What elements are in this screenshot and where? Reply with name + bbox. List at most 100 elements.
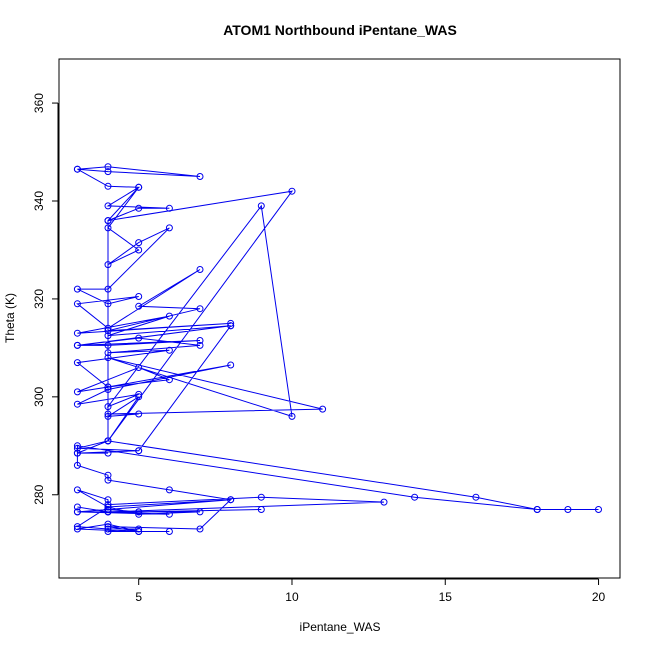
data-point bbox=[472, 493, 480, 501]
chart-title: ATOM1 Northbound iPentane_WAS bbox=[223, 22, 457, 38]
data-point bbox=[135, 447, 143, 455]
x-axis: 5 10 15 20 bbox=[135, 578, 606, 604]
y-tick-label: 280 bbox=[32, 484, 46, 504]
data-point bbox=[227, 322, 235, 330]
data-point bbox=[73, 165, 81, 173]
data-point bbox=[135, 334, 143, 342]
x-tick-label: 10 bbox=[285, 590, 299, 604]
x-tick-label: 15 bbox=[439, 590, 453, 604]
data-point bbox=[135, 525, 143, 533]
data-point bbox=[135, 510, 143, 518]
data-point bbox=[135, 204, 143, 212]
data-point bbox=[135, 390, 143, 398]
data-point bbox=[135, 410, 143, 418]
data-point bbox=[104, 324, 112, 332]
data-point bbox=[104, 332, 112, 340]
data-point bbox=[104, 437, 112, 445]
data-point bbox=[196, 337, 204, 344]
data-point bbox=[257, 506, 265, 513]
data-point bbox=[165, 204, 173, 212]
data-point bbox=[73, 329, 81, 337]
data-point bbox=[135, 364, 143, 371]
data-point bbox=[288, 412, 296, 420]
data-point bbox=[73, 449, 81, 457]
x-tick-label: 5 bbox=[135, 590, 142, 604]
data-point bbox=[104, 327, 112, 335]
data-point bbox=[135, 293, 143, 300]
data-point bbox=[73, 388, 81, 396]
data-point bbox=[257, 493, 265, 501]
data-point bbox=[380, 498, 388, 506]
data-point bbox=[104, 354, 112, 362]
data-point bbox=[227, 319, 235, 327]
data-point bbox=[73, 359, 81, 367]
data-point bbox=[165, 376, 173, 384]
data-point bbox=[104, 520, 112, 528]
y-tick-label: 360 bbox=[32, 93, 46, 113]
data-point bbox=[104, 383, 112, 391]
data-point bbox=[196, 341, 204, 349]
data-point bbox=[104, 523, 112, 531]
data-point bbox=[73, 503, 81, 511]
data-point bbox=[104, 182, 112, 190]
data-point bbox=[104, 508, 112, 516]
data-point bbox=[104, 224, 112, 232]
data-point bbox=[104, 163, 112, 171]
data-point bbox=[73, 341, 81, 349]
data-point bbox=[73, 461, 81, 469]
data-point bbox=[165, 510, 173, 518]
y-tick-label: 300 bbox=[32, 387, 46, 407]
data-point bbox=[135, 393, 143, 401]
y-axis-label: Theta (K) bbox=[3, 293, 17, 343]
data-point bbox=[104, 217, 112, 225]
data-point bbox=[135, 302, 143, 310]
x-axis-label: iPentane_WAS bbox=[300, 620, 381, 634]
x-tick-label: 20 bbox=[592, 590, 606, 604]
data-point bbox=[73, 442, 81, 450]
series-layer bbox=[73, 163, 602, 535]
y-tick-label: 320 bbox=[32, 289, 46, 309]
data-point bbox=[595, 506, 602, 513]
data-point bbox=[227, 496, 235, 504]
data-point bbox=[73, 444, 81, 452]
data-point bbox=[564, 506, 572, 513]
data-point bbox=[104, 261, 112, 269]
data-point bbox=[73, 508, 81, 516]
data-point bbox=[257, 202, 265, 210]
data-point bbox=[73, 525, 81, 533]
data-point bbox=[104, 168, 112, 176]
data-point bbox=[135, 246, 143, 254]
plot-frame bbox=[58, 58, 621, 579]
data-point bbox=[104, 503, 112, 511]
data-point bbox=[196, 305, 204, 313]
data-point bbox=[165, 486, 173, 494]
data-point bbox=[104, 386, 112, 393]
data-point bbox=[73, 523, 81, 531]
data-point bbox=[104, 501, 112, 509]
y-axis: 280 300 320 340 360 bbox=[32, 93, 59, 505]
data-point bbox=[104, 525, 112, 533]
data-point bbox=[104, 528, 112, 535]
data-point bbox=[73, 300, 81, 308]
data-point bbox=[104, 476, 112, 484]
data-point bbox=[165, 224, 173, 232]
data-point bbox=[196, 525, 204, 533]
data-point bbox=[73, 486, 81, 494]
data-point bbox=[104, 341, 112, 349]
data-point bbox=[135, 239, 143, 247]
data-point bbox=[196, 266, 204, 273]
data-point bbox=[104, 449, 112, 457]
data-point bbox=[73, 400, 81, 408]
data-point bbox=[135, 508, 143, 516]
series-line bbox=[75, 166, 599, 532]
data-point bbox=[104, 496, 112, 504]
data-point bbox=[135, 183, 143, 191]
data-point bbox=[165, 346, 173, 354]
data-point bbox=[135, 528, 143, 535]
y-tick-label: 340 bbox=[32, 191, 46, 211]
data-point bbox=[165, 528, 173, 535]
data-point bbox=[104, 403, 112, 411]
data-point bbox=[288, 187, 296, 195]
